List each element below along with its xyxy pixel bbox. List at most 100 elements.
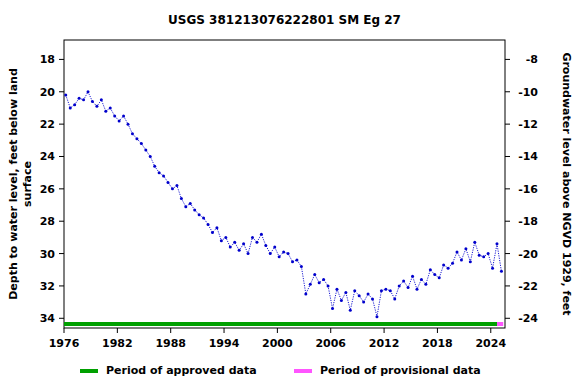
y2-tick	[505, 156, 510, 157]
data-point	[251, 236, 254, 239]
y-tick-label: 30	[40, 248, 56, 261]
data-point	[429, 268, 432, 271]
data-point	[367, 293, 370, 296]
data-point	[220, 239, 223, 242]
x-tick	[277, 328, 278, 333]
y2-tick-label: -16	[518, 183, 538, 196]
y2-tick	[505, 124, 510, 125]
x-tick	[170, 328, 171, 333]
plot-frame	[64, 40, 505, 328]
data-point	[109, 106, 112, 109]
plot-data	[64, 90, 503, 326]
y-tick-label: 32	[40, 280, 55, 293]
period-bar	[497, 322, 503, 326]
x-tick	[384, 328, 385, 333]
data-point	[473, 241, 476, 244]
data-point	[380, 289, 383, 292]
data-point	[358, 294, 361, 297]
data-point	[118, 119, 121, 122]
x-tick	[64, 328, 65, 333]
data-point	[202, 216, 205, 219]
data-point	[73, 103, 76, 106]
x-tick-label: 1988	[155, 337, 186, 350]
data-point	[260, 233, 263, 236]
data-point	[162, 174, 165, 177]
x-tick-label: 2006	[315, 337, 346, 350]
data-point	[375, 315, 378, 318]
data-point	[389, 289, 392, 292]
y-tick	[59, 124, 64, 125]
data-point	[500, 270, 503, 273]
data-point	[282, 250, 285, 253]
y-tick	[59, 59, 64, 60]
data-point	[64, 94, 67, 97]
x-tick	[224, 328, 225, 333]
data-point	[238, 249, 241, 252]
x-tick-label: 2000	[262, 337, 293, 350]
data-point	[442, 263, 445, 266]
data-point	[153, 165, 156, 168]
data-point	[469, 260, 472, 263]
data-point	[287, 252, 290, 255]
y2-tick-label: -24	[518, 312, 538, 325]
data-point	[149, 155, 152, 158]
data-point	[420, 278, 423, 281]
y-tick	[59, 156, 64, 157]
data-point	[415, 288, 418, 291]
x-tick-label: 2018	[422, 337, 453, 350]
data-point	[362, 301, 365, 304]
data-point	[327, 284, 330, 287]
y2-tick-label: -12	[518, 118, 538, 131]
data-point	[393, 297, 396, 300]
y-tick-label: 22	[40, 118, 55, 131]
data-point	[460, 259, 463, 262]
data-point	[482, 255, 485, 258]
data-point	[247, 252, 250, 255]
data-point	[144, 149, 147, 152]
data-point	[433, 273, 436, 276]
data-point	[78, 97, 81, 100]
y-tick	[59, 318, 64, 319]
data-point	[313, 273, 316, 276]
data-point	[402, 280, 405, 283]
data-point	[424, 283, 427, 286]
data-point	[273, 246, 276, 249]
data-point	[69, 106, 72, 109]
data-point	[264, 244, 267, 247]
y-tick	[59, 221, 64, 222]
data-point	[344, 291, 347, 294]
y2-tick	[505, 221, 510, 222]
data-point	[487, 252, 490, 255]
x-tick	[117, 328, 118, 333]
legend-label: Period of provisional data	[320, 364, 481, 377]
data-point	[175, 184, 178, 187]
data-point	[335, 288, 338, 291]
period-bar	[64, 322, 497, 326]
x-tick-label: 1982	[102, 337, 133, 350]
data-point	[233, 241, 236, 244]
data-point	[353, 289, 356, 292]
data-point	[215, 226, 218, 229]
y-tick-label: 24	[40, 150, 56, 163]
x-tick	[437, 328, 438, 333]
data-point	[104, 110, 107, 113]
y2-tick	[505, 188, 510, 189]
data-point	[349, 309, 352, 312]
data-point	[300, 265, 303, 268]
chart: USGS 381213076222801 SM Eg 2719761982198…	[0, 0, 576, 384]
y-axis-label: surface	[21, 161, 34, 207]
data-point	[278, 255, 281, 258]
data-point	[127, 123, 130, 126]
data-point	[198, 213, 201, 216]
y-tick-label: 34	[40, 312, 56, 325]
data-point	[318, 281, 321, 284]
y-tick-label: 28	[40, 215, 55, 228]
data-point	[491, 267, 494, 270]
y2-axis-label: Groundwater level above NGVD 1929, feet	[560, 52, 573, 315]
x-tick	[330, 328, 331, 333]
data-point	[309, 283, 312, 286]
data-point	[411, 275, 414, 278]
data-point	[122, 115, 125, 118]
data-point	[87, 90, 90, 93]
data-point	[447, 267, 450, 270]
